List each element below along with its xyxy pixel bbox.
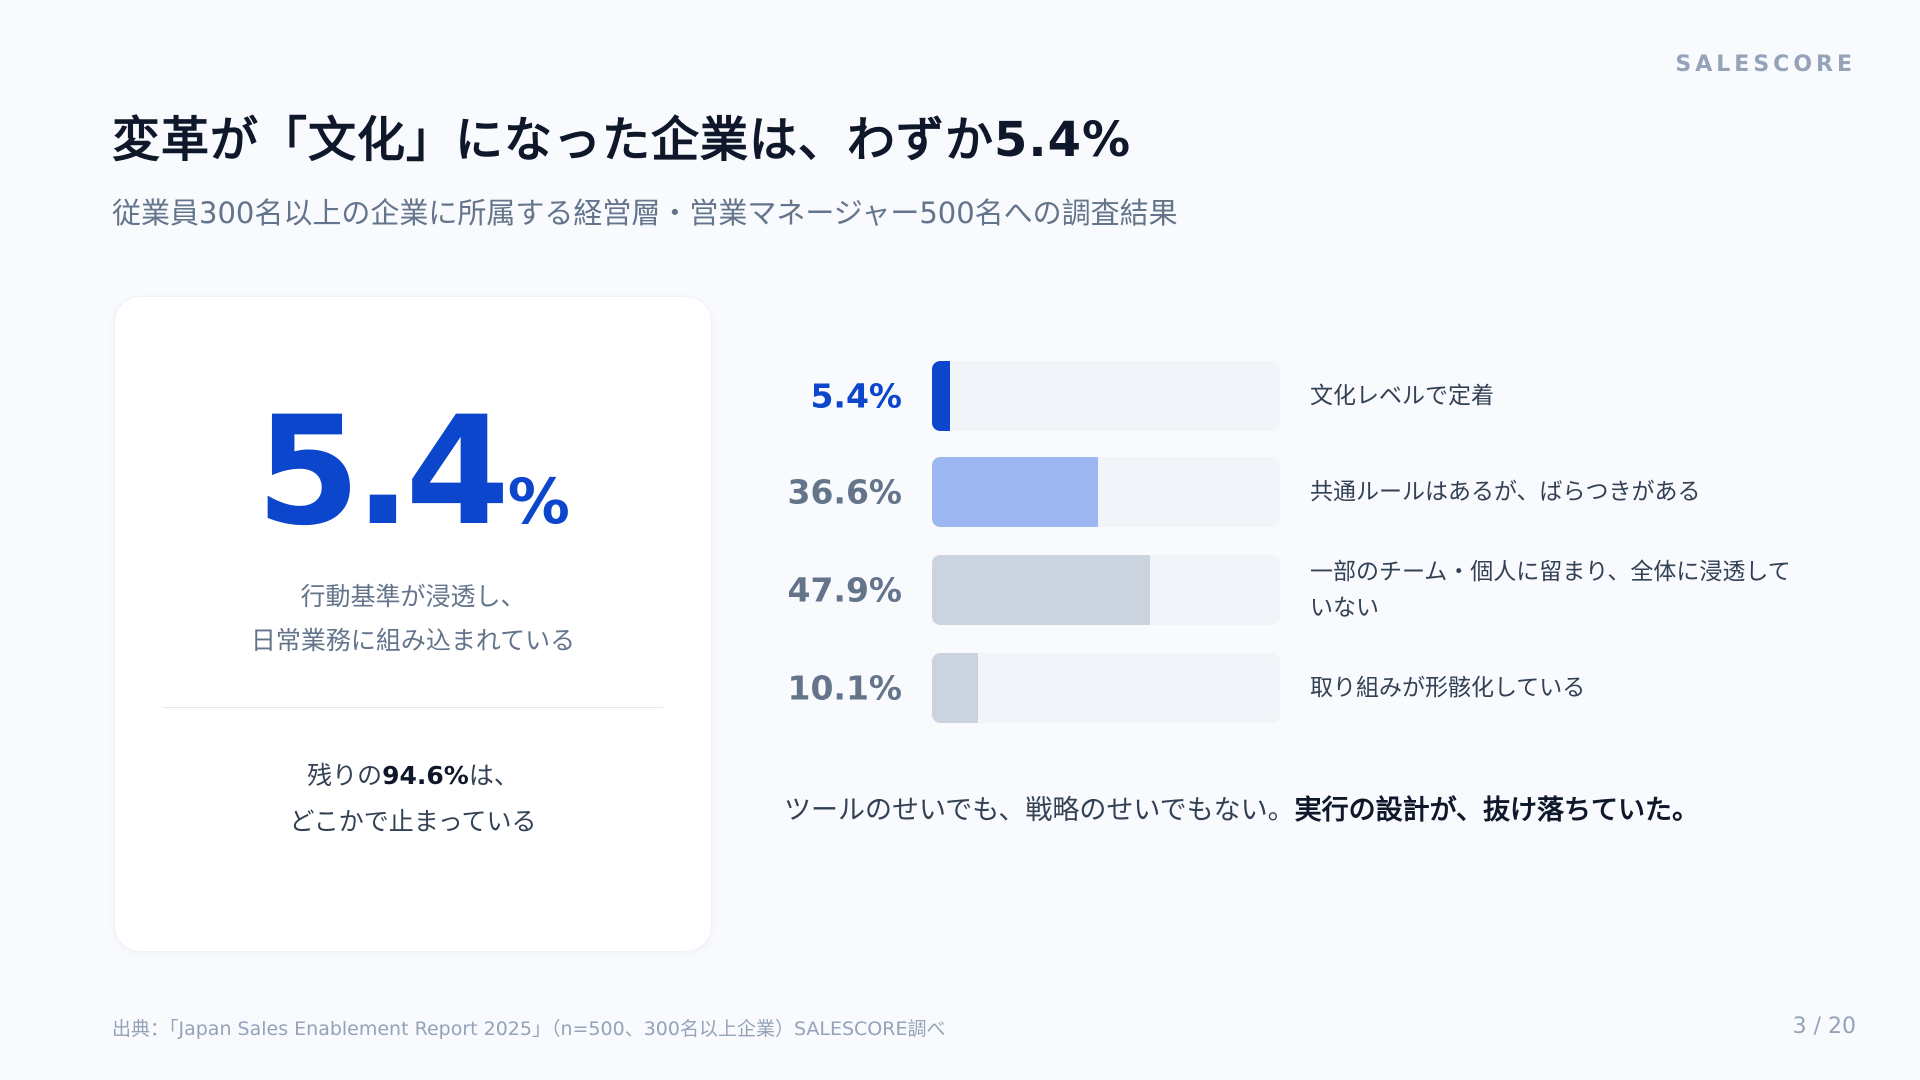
chart-row: 10.1% 取り組みが形骸化している bbox=[780, 653, 1860, 723]
big-stat-unit: % bbox=[507, 465, 570, 538]
chart-row: 47.9% 一部のチーム・個人に留まり、全体に浸透していない bbox=[780, 555, 1860, 625]
chart-row: 36.6% 共通ルールはあるが、ばらつきがある bbox=[780, 457, 1860, 527]
bar-value-label: 10.1% bbox=[787, 668, 903, 708]
bar-track bbox=[932, 653, 1280, 723]
highlight-card: 5.4% 行動基準が浸透し、 日常業務に組み込まれている 残りの94.6%は、 … bbox=[114, 296, 712, 952]
description-line-2: 日常業務に組み込まれている bbox=[250, 626, 576, 655]
conclusion-text: ツールのせいでも、戦略のせいでもない。実行の設計が、抜け落ちていた。 bbox=[784, 786, 1814, 836]
remaining-note: 残りの94.6%は、 どこかで止まっている bbox=[115, 753, 711, 845]
bar-category-label: 取り組みが形骸化している bbox=[1310, 675, 1586, 701]
bar-value-label: 5.4% bbox=[810, 376, 902, 416]
chart-row: 5.4% 文化レベルで定着 bbox=[780, 361, 1860, 431]
bar bbox=[932, 361, 950, 431]
description-line-1: 行動基準が浸透し、 bbox=[300, 582, 526, 611]
big-stat-description: 行動基準が浸透し、 日常業務に組み込まれている bbox=[115, 575, 711, 663]
card-divider bbox=[163, 707, 663, 708]
bar-category-label: 共通ルールはあるが、ばらつきがある bbox=[1310, 479, 1701, 505]
conclusion-bold: 実行の設計が、抜け落ちていた。 bbox=[1294, 795, 1700, 826]
page-title: 変革が「文化」になった企業は、わずか5.4% bbox=[112, 112, 1132, 168]
big-stat-number: 5.4 bbox=[256, 385, 510, 559]
bar bbox=[932, 653, 978, 723]
bar-category-label: 文化レベルで定着 bbox=[1310, 383, 1494, 409]
remaining-value: 94.6% bbox=[382, 761, 469, 790]
bar bbox=[932, 457, 1099, 527]
remaining-line-2: どこかで止まっている bbox=[289, 807, 537, 836]
bar-track bbox=[932, 555, 1280, 625]
remaining-suffix: は、 bbox=[468, 761, 519, 790]
bar-track bbox=[932, 361, 1280, 431]
bar bbox=[932, 555, 1150, 625]
bar-category-label: 一部のチーム・個人に留まり、全体に浸透していない bbox=[1310, 559, 1791, 621]
bar-value-label: 47.9% bbox=[787, 570, 903, 610]
page-number: 3 / 20 bbox=[1792, 1014, 1856, 1039]
remaining-prefix: 残りの bbox=[307, 761, 383, 790]
conclusion-normal: ツールのせいでも、戦略のせいでもない。 bbox=[784, 795, 1295, 826]
page-subtitle: 従業員300名以上の企業に所属する経営層・営業マネージャー500名への調査結果 bbox=[112, 196, 1178, 230]
source-citation: 出典：「Japan Sales Enablement Report 2025」（… bbox=[112, 1018, 946, 1040]
bar-value-label: 36.6% bbox=[787, 472, 903, 512]
brand-logo-text: SALESCORE bbox=[1675, 52, 1856, 77]
big-stat: 5.4% bbox=[115, 397, 711, 547]
bar-track bbox=[932, 457, 1280, 527]
